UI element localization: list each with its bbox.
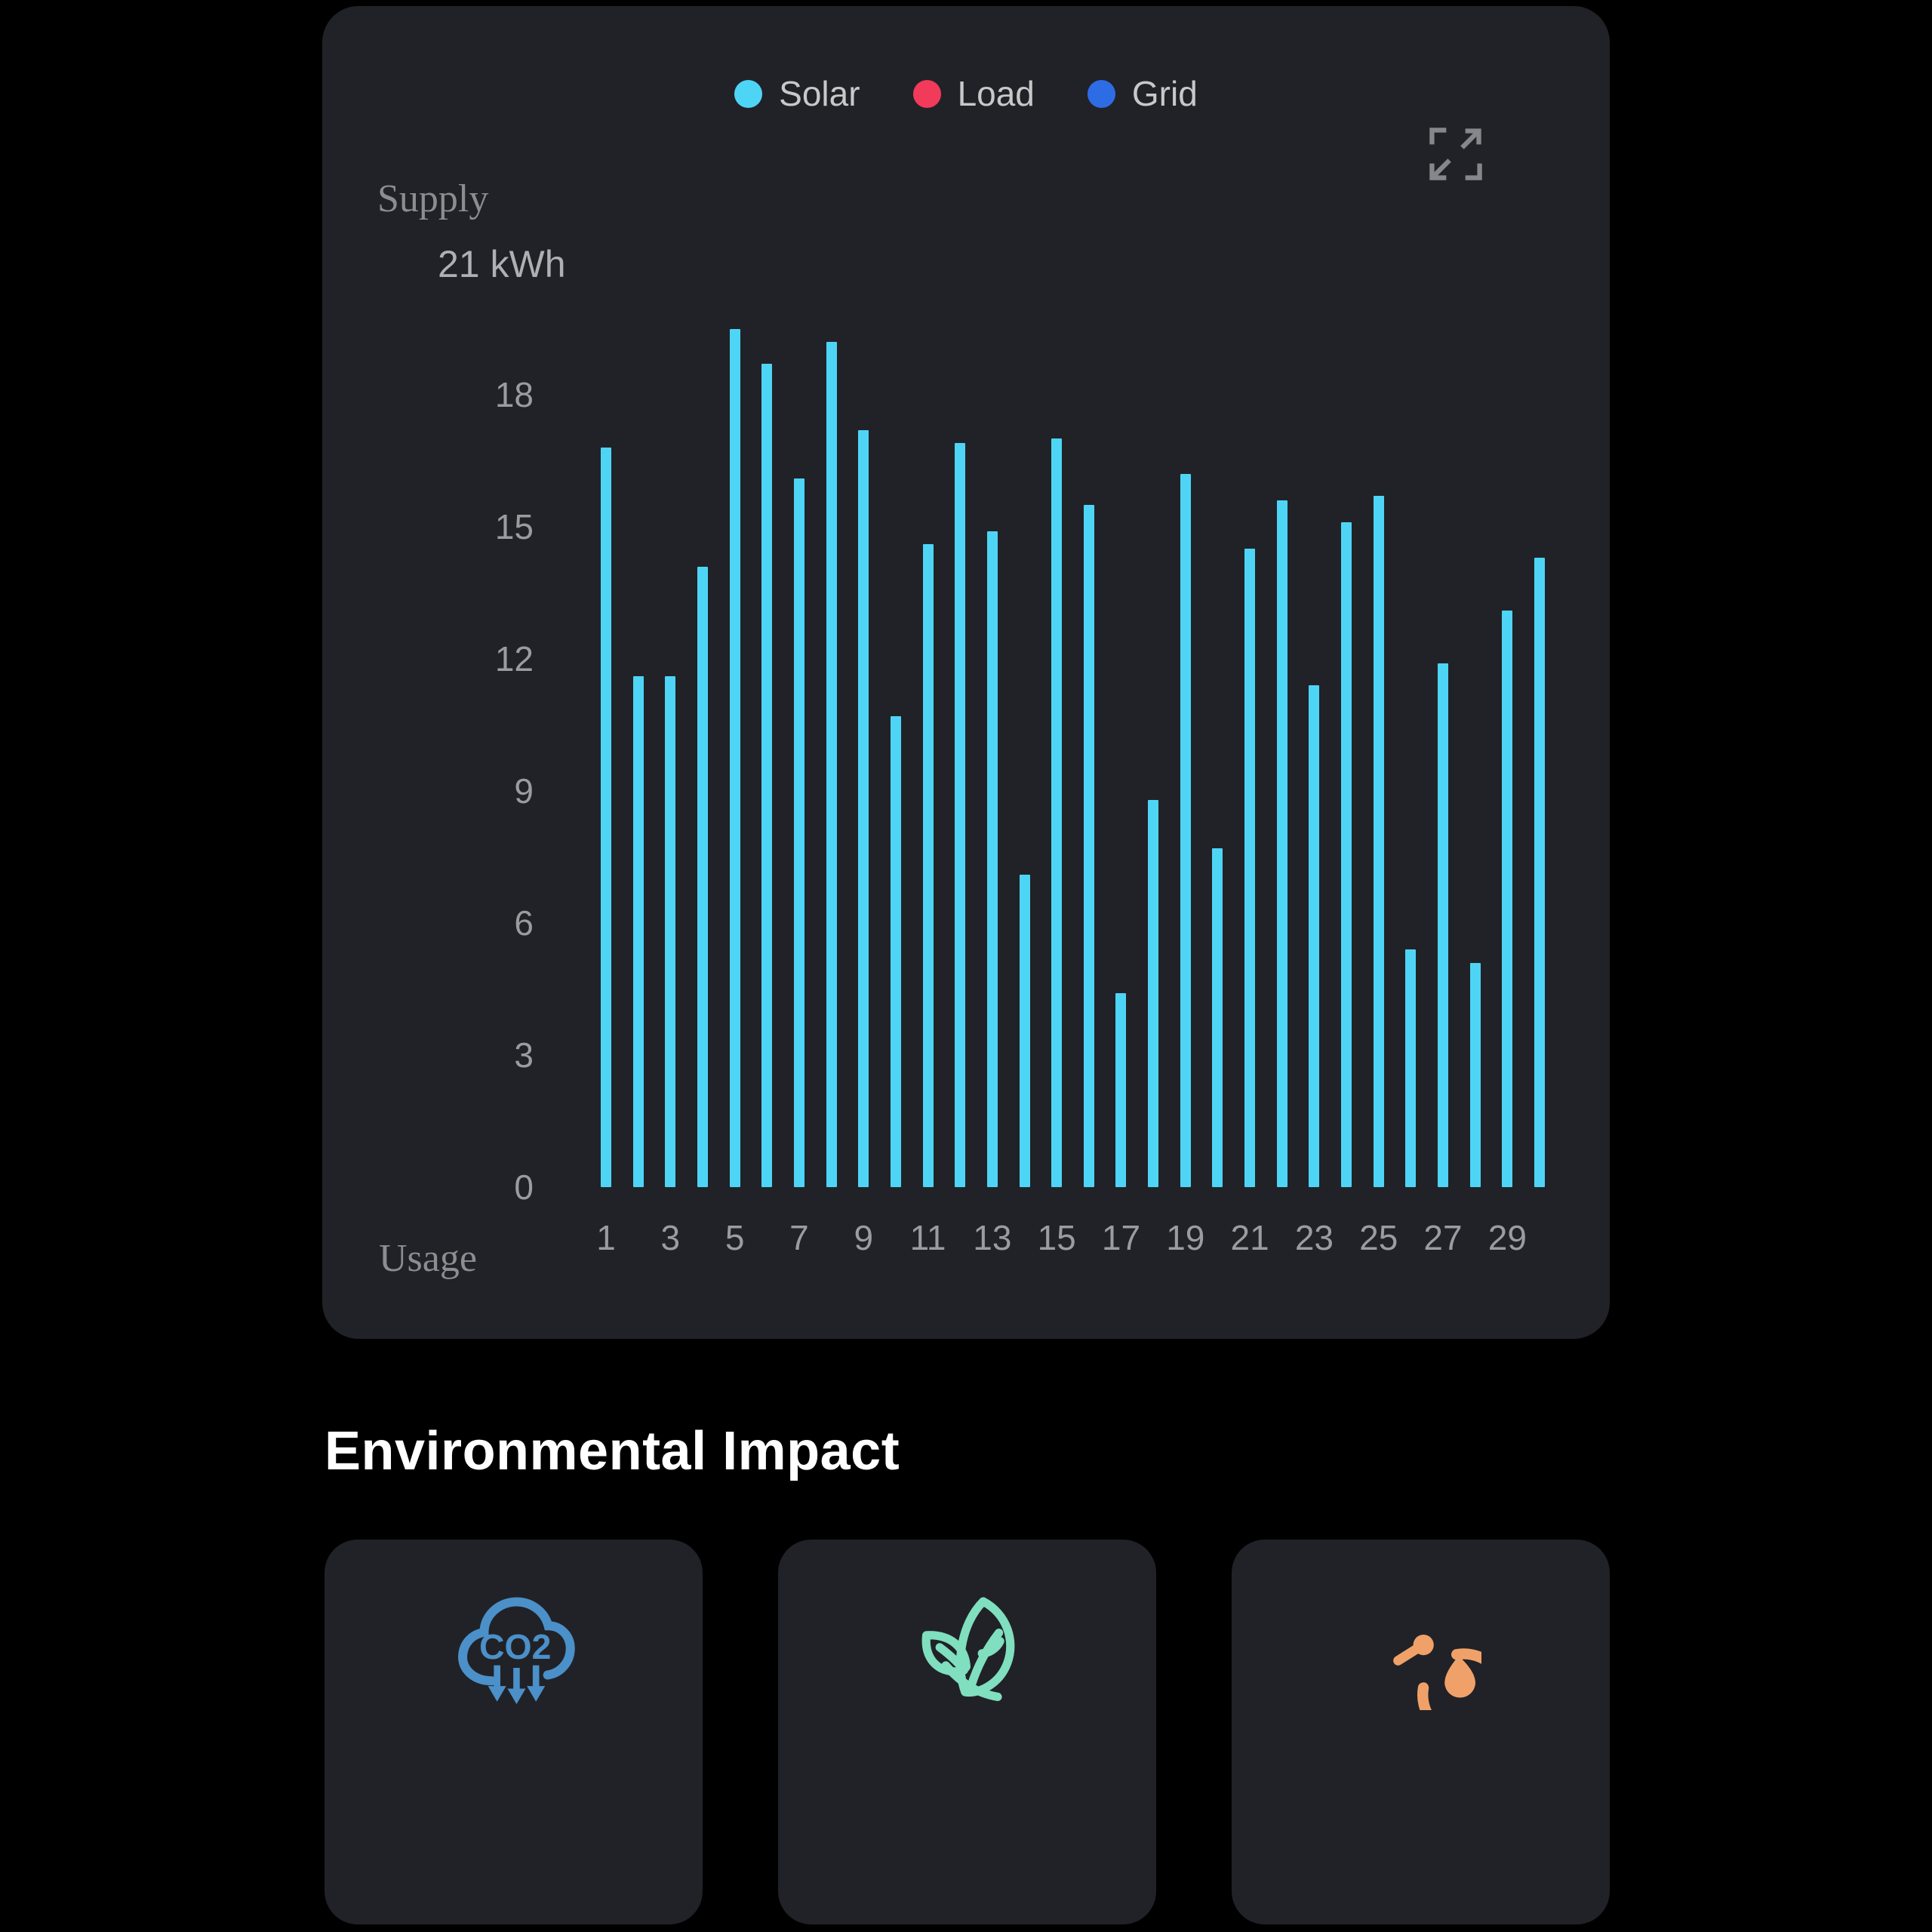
x-tick-15: 15 <box>1037 1218 1076 1257</box>
legend-item-load[interactable]: Load <box>912 73 1035 114</box>
fullscreen-expand-icon <box>1426 124 1486 184</box>
solar-bar-day-17[interactable] <box>1115 993 1127 1187</box>
solar-bar-day-30[interactable] <box>1534 557 1545 1187</box>
solar-bar-day-29[interactable] <box>1502 610 1513 1187</box>
solar-bar-day-3[interactable] <box>665 676 676 1187</box>
svg-text:CO2: CO2 <box>479 1627 551 1666</box>
energy-chart-card: Solar Load Grid Supply 21 kWh 0 3 6 9 12 15 18 1… <box>322 6 1610 1339</box>
solar-bar-day-27[interactable] <box>1438 663 1449 1187</box>
solar-bar-day-5[interactable] <box>729 328 740 1187</box>
solar-bar-day-22[interactable] <box>1276 500 1287 1187</box>
x-tick-3: 3 <box>660 1218 681 1257</box>
oil-saved-card: Oil Saved 529.6L <box>1232 1540 1610 1924</box>
x-tick-23: 23 <box>1294 1218 1334 1257</box>
x-tick-5: 5 <box>724 1218 745 1257</box>
solar-bar-day-1[interactable] <box>601 448 611 1187</box>
legend-dot-load <box>912 79 941 108</box>
section-title-environmental-impact: Environmental Impact <box>325 1421 900 1481</box>
solar-bar-day-20[interactable] <box>1212 848 1223 1187</box>
solar-bar-day-8[interactable] <box>826 342 837 1187</box>
solar-bar-day-24[interactable] <box>1341 522 1352 1187</box>
y-tick-6: 6 <box>514 903 534 943</box>
solar-bar-day-4[interactable] <box>697 566 708 1187</box>
y-tick-3: 3 <box>514 1035 534 1075</box>
x-tick-13: 13 <box>973 1218 1012 1257</box>
x-axis-title: Usage <box>379 1237 477 1280</box>
solar-bar-day-28[interactable] <box>1469 962 1481 1187</box>
x-tick-29: 29 <box>1487 1218 1527 1257</box>
solar-bar-day-6[interactable] <box>761 364 773 1187</box>
solar-bar-day-2[interactable] <box>632 676 644 1187</box>
x-tick-17: 17 <box>1101 1218 1141 1257</box>
solar-bar-day-12[interactable] <box>955 443 966 1187</box>
solar-bar-day-25[interactable] <box>1373 496 1384 1187</box>
y-tick-18: 18 <box>494 375 534 415</box>
legend-item-solar[interactable]: Solar <box>734 73 860 114</box>
legend-dot-grid <box>1087 79 1115 108</box>
solar-bar-day-26[interactable] <box>1405 949 1417 1187</box>
x-tick-7: 7 <box>789 1218 809 1257</box>
solar-bar-day-15[interactable] <box>1051 438 1063 1187</box>
gauge-droplet-icon <box>1232 1589 1610 1710</box>
chart-legend: Solar Load Grid <box>322 72 1610 115</box>
solar-bar-day-16[interactable] <box>1083 504 1094 1187</box>
solar-bar-day-14[interactable] <box>1019 874 1030 1187</box>
legend-dot-solar <box>734 79 763 108</box>
y-tick-12: 12 <box>494 639 534 679</box>
legend-item-grid[interactable]: Grid <box>1087 73 1198 114</box>
y-axis-title: Supply <box>377 177 489 220</box>
solar-bar-day-19[interactable] <box>1180 474 1191 1187</box>
solar-bar-day-21[interactable] <box>1244 549 1256 1187</box>
solar-bar-day-18[interactable] <box>1148 799 1159 1187</box>
solar-bar-day-7[interactable] <box>793 478 804 1187</box>
x-tick-11: 11 <box>909 1218 946 1257</box>
legend-label: Grid <box>1131 74 1198 113</box>
solar-bar-day-23[interactable] <box>1309 685 1320 1187</box>
solar-bar-day-9[interactable] <box>858 429 869 1187</box>
co2-cloud-icon: CO2 <box>325 1589 703 1710</box>
y-tick-0: 0 <box>514 1168 534 1207</box>
planted-card: Planted 4305.5tree <box>778 1540 1156 1924</box>
x-tick-25: 25 <box>1359 1218 1398 1257</box>
legend-label: Solar <box>779 74 860 113</box>
x-tick-27: 27 <box>1423 1218 1463 1257</box>
x-tick-21: 21 <box>1230 1218 1269 1257</box>
y-tick-15: 15 <box>494 507 534 547</box>
legend-label: Load <box>957 74 1035 113</box>
y-axis-max-label: 21 kWh <box>438 243 566 285</box>
x-tick-19: 19 <box>1166 1218 1205 1257</box>
expand-chart-button[interactable] <box>1426 124 1486 184</box>
x-tick-9: 9 <box>854 1218 874 1257</box>
y-tick-9: 9 <box>514 771 534 811</box>
solar-bar-day-10[interactable] <box>890 715 901 1187</box>
leaf-icon <box>778 1589 1156 1710</box>
x-tick-1: 1 <box>596 1218 616 1257</box>
solar-bar-day-11[interactable] <box>922 544 934 1187</box>
co2-reduction-card: CO2 CO2 Reduction 4292.6kg <box>325 1540 703 1924</box>
solar-bar-day-13[interactable] <box>986 531 998 1187</box>
